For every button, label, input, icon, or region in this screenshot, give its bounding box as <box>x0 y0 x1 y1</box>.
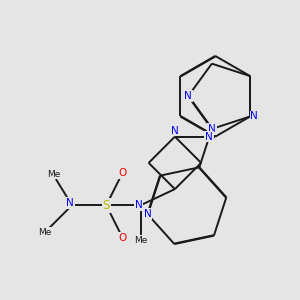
Text: O: O <box>118 168 127 178</box>
Text: N: N <box>250 112 258 122</box>
Text: Me: Me <box>38 228 52 237</box>
Text: N: N <box>171 126 179 136</box>
Text: Me: Me <box>134 236 147 245</box>
Text: N: N <box>135 200 142 210</box>
Text: O: O <box>118 232 127 242</box>
Text: N: N <box>208 124 216 134</box>
Text: S: S <box>103 199 110 212</box>
Text: N: N <box>143 209 151 219</box>
Text: N: N <box>66 198 74 208</box>
Text: N: N <box>205 132 213 142</box>
Text: N: N <box>184 91 192 101</box>
Text: Me: Me <box>47 170 61 179</box>
